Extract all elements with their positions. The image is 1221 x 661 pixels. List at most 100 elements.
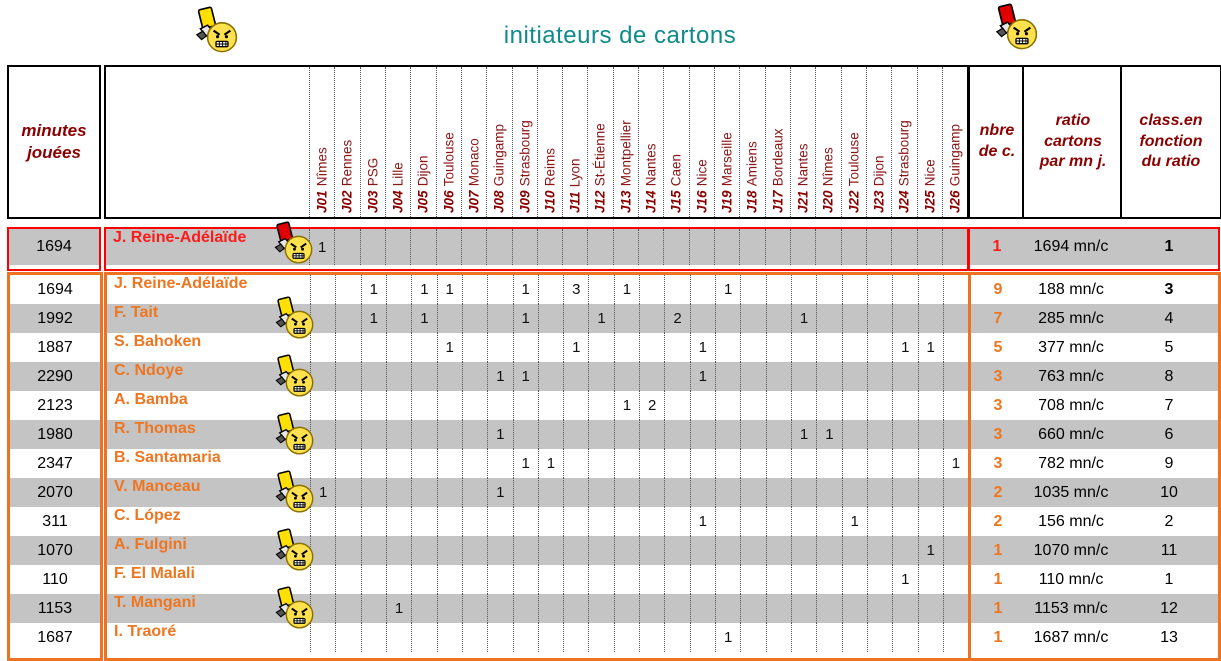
card-count-cell xyxy=(563,536,588,565)
card-count-cell xyxy=(689,623,715,652)
matchday-column-header: J15 Caen xyxy=(663,67,688,217)
ratio-cell: 377 mn/c xyxy=(1022,333,1120,362)
matchday-id: J24 xyxy=(896,190,912,213)
card-count-cell xyxy=(563,362,588,391)
card-count-cell xyxy=(512,333,538,362)
card-count-cell xyxy=(942,478,968,507)
card-count-cell xyxy=(664,565,689,594)
ratio-cell: 708 mn/c xyxy=(1022,391,1120,420)
player-name-cell: F. El Malali xyxy=(107,565,310,594)
card-count-cell xyxy=(664,623,689,652)
card-count-cell xyxy=(461,449,487,478)
card-count-cell xyxy=(310,623,335,652)
player-name-cell: B. Santamaria xyxy=(107,449,310,478)
matchday-column-header: J10 Reims xyxy=(536,67,562,217)
minutes-cell-value: 311 xyxy=(42,512,68,530)
minutes-cell-value: 1687 xyxy=(37,628,73,646)
nbre-cell: 2 xyxy=(971,507,1025,536)
card-count-cell xyxy=(866,333,892,362)
classement-cell-value: 13 xyxy=(1160,628,1178,646)
card-count-cell xyxy=(841,623,867,652)
card-count-cell xyxy=(790,333,816,362)
card-count-cell xyxy=(639,275,664,304)
yellow-section-nbre: 9 7 5 3 3 3 3 2 2 1 1 1 1 xyxy=(968,272,1028,661)
card-count-cell: 1 xyxy=(917,333,943,362)
matchday-label: J18 Amiens xyxy=(740,69,764,213)
nbre-cell-value: 9 xyxy=(993,280,1003,298)
card-count-cell xyxy=(689,275,715,304)
matchday-id: J26 xyxy=(947,190,963,213)
matchday-column-header: J20 Nîmes xyxy=(815,67,840,217)
card-count-cell xyxy=(411,449,436,478)
card-count-cell xyxy=(714,229,739,265)
card-count-cell xyxy=(359,229,385,265)
nbre-cell: 9 xyxy=(971,275,1025,304)
card-count-cell xyxy=(942,391,968,420)
card-count-cell xyxy=(360,362,386,391)
card-count-cell: 1 xyxy=(715,623,740,652)
card-count-cell xyxy=(841,594,867,623)
ratio-cell-value: 763 mn/c xyxy=(1038,367,1104,385)
player-row: J. Reine-Adélaïde 1 xyxy=(106,221,967,265)
card-count-cell xyxy=(563,594,588,623)
matchday-id: J10 xyxy=(542,190,558,213)
yellow-card-referee-icon xyxy=(272,354,316,403)
card-count-cell xyxy=(816,449,841,478)
nbre-cell-value: 2 xyxy=(993,512,1003,530)
card-count-cell xyxy=(436,536,462,565)
card-count-cell xyxy=(664,391,689,420)
card-count-cell xyxy=(639,333,664,362)
card-count-cell xyxy=(512,507,538,536)
matchday-id: J06 xyxy=(441,190,457,213)
minutes-cell-value: 2123 xyxy=(37,396,73,414)
card-count-cell xyxy=(892,478,917,507)
card-count-cell xyxy=(866,391,892,420)
card-count-cell xyxy=(537,565,563,594)
yellow-section-classement: 3 4 5 8 7 6 9 10 2 11 1 12 13 xyxy=(1120,272,1221,661)
matchday-column-header: J08 Guingamp xyxy=(486,67,511,217)
minutes-cell: 110 xyxy=(10,565,100,594)
card-count-cell xyxy=(411,536,436,565)
card-count-cell xyxy=(537,362,563,391)
header-classement: class.en fonction du ratio xyxy=(1120,65,1221,219)
card-count-cell xyxy=(384,229,410,265)
card-count-cell: 1 xyxy=(942,449,968,478)
card-count-cell xyxy=(942,420,968,449)
card-count-cell: 1 xyxy=(411,304,436,333)
card-count-cell: 1 xyxy=(512,449,538,478)
matchday-column-header: J05 Dijon xyxy=(410,67,435,217)
card-count-cell xyxy=(335,565,360,594)
matchday-header-row: J01 Nîmes J02 Rennes J03 PSG J04 Lille J05 D… xyxy=(106,67,967,217)
card-count-cell xyxy=(841,391,867,420)
card-count-cell: 1 xyxy=(512,275,538,304)
minutes-cell-value: 1980 xyxy=(37,425,73,443)
card-count-cell xyxy=(841,362,867,391)
card-count-cell: 1 xyxy=(892,565,917,594)
card-count-cell xyxy=(487,565,512,594)
card-count-cell xyxy=(841,333,867,362)
card-count-cell xyxy=(816,594,841,623)
nbre-cell-value: 5 xyxy=(993,338,1003,356)
minutes-cell: 311 xyxy=(10,507,100,536)
header-nbre-label: nbre de c. xyxy=(978,122,1016,160)
card-count-cell xyxy=(639,449,664,478)
card-count-cell xyxy=(587,229,612,265)
card-count-cell: 1 xyxy=(512,304,538,333)
ratio-cell-value: 660 mn/c xyxy=(1038,425,1104,443)
card-count-cell xyxy=(411,623,436,652)
card-count-cell xyxy=(563,304,588,333)
card-count-cell: 1 xyxy=(360,275,386,304)
card-count-cell: 1 xyxy=(613,275,639,304)
card-count-cell xyxy=(487,275,512,304)
card-count-cell xyxy=(537,623,563,652)
matchday-label: J12 St-Étienne xyxy=(588,69,612,213)
card-count-cell xyxy=(942,362,968,391)
card-count-cell: 1 xyxy=(588,304,613,333)
card-count-cell xyxy=(740,536,765,565)
header-ratio: ratio cartons par mn j. xyxy=(1022,65,1124,219)
classement-cell: 5 xyxy=(1120,333,1218,362)
card-count-cell xyxy=(866,362,892,391)
red-row-ratio: 1694 mn/c xyxy=(1022,227,1122,271)
card-count-cell xyxy=(740,420,765,449)
